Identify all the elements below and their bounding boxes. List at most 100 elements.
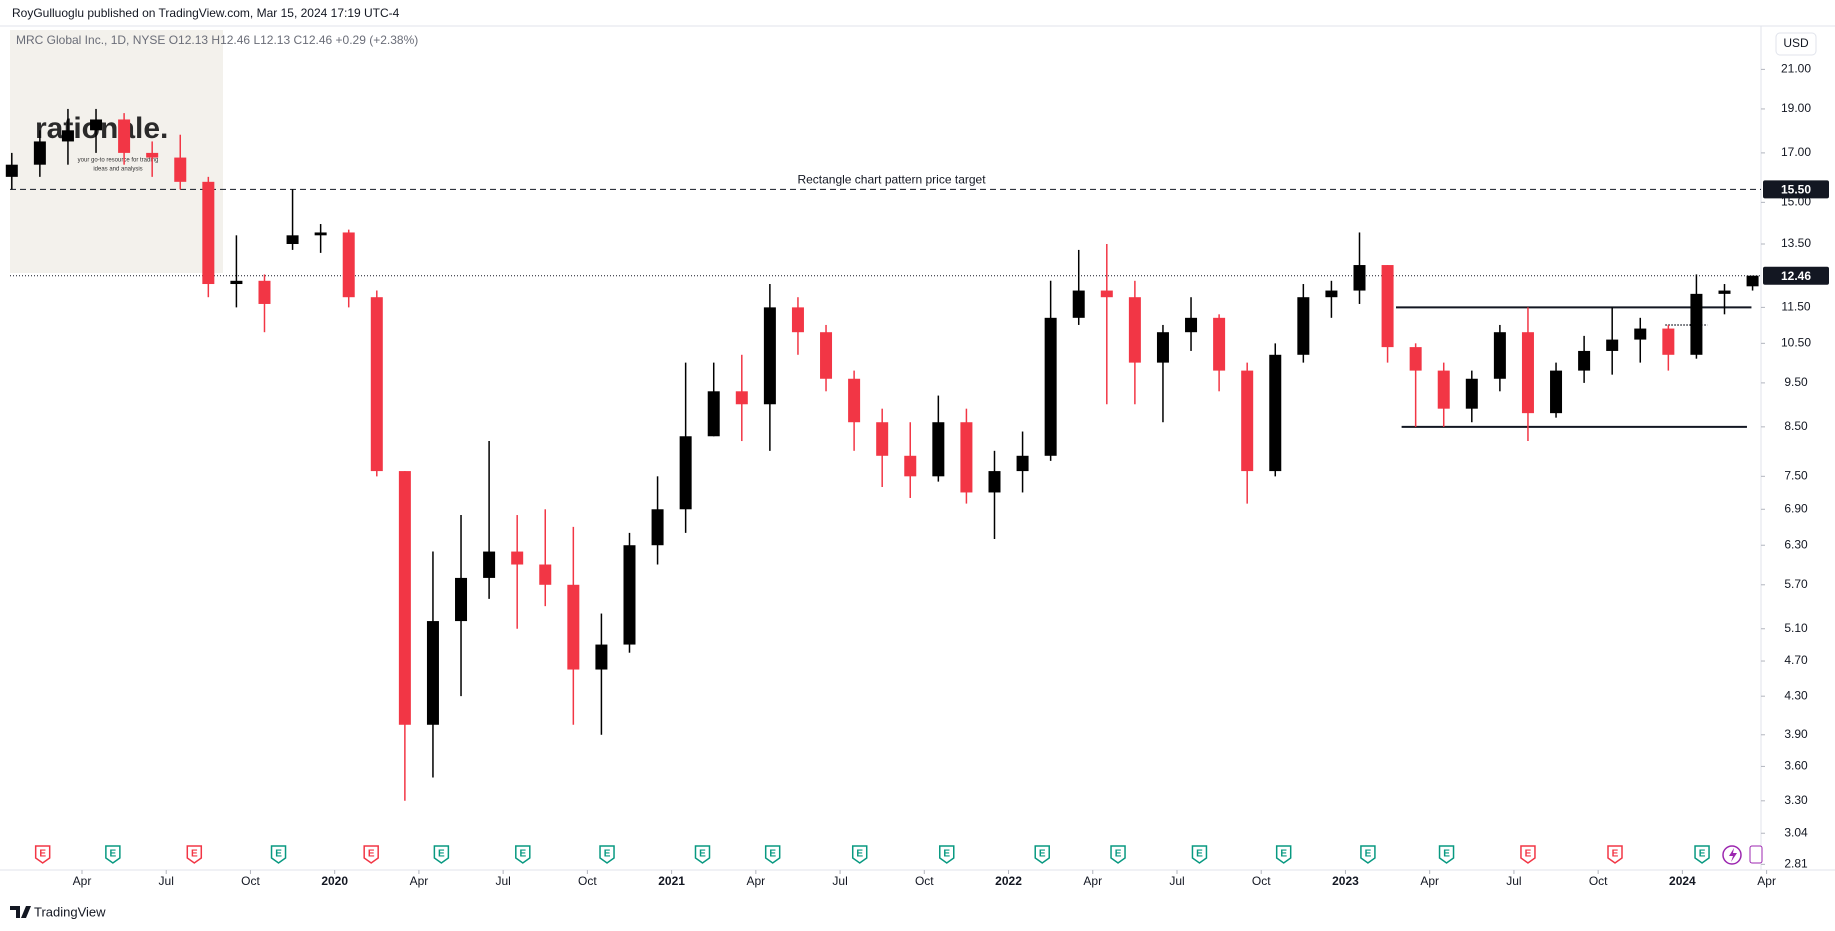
x-tick-label: Apr (746, 874, 765, 888)
earnings-label: E (769, 849, 776, 860)
currency-box[interactable] (1775, 32, 1817, 56)
earnings-marker[interactable] (1607, 845, 1623, 864)
x-tick-label: Apr (1420, 874, 1439, 888)
earnings-marker[interactable] (1360, 845, 1376, 864)
x-tick-label: Oct (1252, 874, 1271, 888)
earnings-label: E (39, 849, 46, 860)
candle-body (1213, 317, 1226, 371)
candle-body (511, 551, 524, 565)
earnings-marker[interactable] (1520, 845, 1536, 864)
candle-body (679, 436, 692, 510)
earnings-marker[interactable] (363, 845, 379, 864)
earnings-marker[interactable] (433, 845, 450, 864)
y-tick-label: 17.00 (1781, 145, 1811, 159)
earnings-marker[interactable] (764, 845, 781, 864)
candle-body (230, 280, 243, 285)
candle-body (1185, 317, 1198, 333)
candle-body (876, 422, 889, 456)
candle-body (455, 577, 468, 622)
candle-body (539, 564, 552, 585)
candle-body (735, 391, 748, 405)
y-tick-label: 2.81 (1784, 857, 1808, 871)
earnings-label: E (856, 849, 863, 860)
candle-body (426, 621, 439, 725)
candle-body (1409, 347, 1422, 371)
earnings-marker[interactable] (1438, 845, 1455, 864)
earnings-label: E (1525, 849, 1532, 860)
x-tick-label: Apr (73, 874, 92, 888)
earnings-marker[interactable] (105, 845, 121, 864)
earnings-label: E (368, 849, 375, 860)
earnings-label: E (519, 849, 526, 860)
earnings-label: E (943, 849, 950, 860)
earnings-marker[interactable] (1034, 845, 1050, 864)
candle-body (932, 422, 945, 477)
watermark-tagline: ideas and analysis (93, 167, 142, 173)
earnings-marker[interactable] (599, 845, 615, 864)
candle-body (314, 232, 327, 236)
candle-body (1578, 350, 1591, 371)
candle-body (1072, 290, 1085, 318)
earnings-label: E (1115, 849, 1122, 860)
earnings-marker[interactable] (694, 845, 711, 864)
candle-body (1550, 370, 1563, 414)
earnings-marker[interactable] (1694, 845, 1710, 864)
candle-body (904, 455, 917, 477)
candle-body (33, 141, 46, 165)
x-tick-label: Oct (915, 874, 934, 888)
event-icon[interactable] (1749, 845, 1763, 864)
candle-body (1381, 265, 1394, 348)
x-tick-label: Oct (241, 874, 260, 888)
candle-body (1156, 332, 1169, 363)
x-tick-label: 2020 (321, 874, 348, 888)
candle-body (1521, 332, 1534, 414)
earnings-label: E (699, 849, 706, 860)
price-label: 12.46 (1781, 269, 1811, 283)
candle-body (1044, 317, 1057, 456)
x-tick-label: Jul (495, 874, 510, 888)
earnings-marker[interactable] (34, 845, 51, 864)
earnings-marker[interactable] (186, 845, 203, 864)
earnings-label: E (1039, 849, 1046, 860)
candle-body (1100, 290, 1113, 298)
y-tick-label: 19.00 (1781, 101, 1811, 115)
y-tick-label: 7.50 (1784, 468, 1808, 482)
earnings-marker[interactable] (270, 845, 287, 864)
candle-body (1662, 328, 1675, 355)
earnings-marker[interactable] (1275, 845, 1292, 864)
x-tick-label: Oct (578, 874, 597, 888)
price-label-box (1763, 266, 1829, 285)
y-tick-label: 5.10 (1784, 621, 1808, 635)
x-tick-label: Apr (1083, 874, 1102, 888)
currency[interactable]: USD (1783, 36, 1809, 50)
candle-body (1718, 290, 1731, 294)
earnings-label: E (1196, 849, 1203, 860)
candle-body (1690, 293, 1703, 355)
candle-body (286, 235, 299, 245)
earnings-marker[interactable] (851, 845, 868, 864)
candle-body (707, 391, 720, 437)
earnings-label: E (1612, 849, 1619, 860)
earnings-marker[interactable] (515, 845, 531, 864)
earnings-marker[interactable] (1110, 845, 1126, 864)
candle-body (791, 307, 804, 333)
earnings-label: E (1280, 849, 1287, 860)
candle-body (258, 280, 271, 304)
y-tick-label: 5.70 (1784, 577, 1808, 591)
earnings-marker[interactable] (1191, 845, 1208, 864)
candle-body (118, 119, 131, 153)
legend: MRC Global Inc., 1D, NYSE O12.13 H12.46 … (16, 33, 418, 47)
candle-body (1353, 265, 1366, 291)
publisher: RoyGulluoglu published on TradingView.co… (12, 6, 400, 20)
earnings-label: E (604, 849, 611, 860)
candle-body (820, 332, 833, 379)
candle-body (1493, 332, 1506, 379)
candle-body (61, 130, 74, 142)
candle-body (202, 181, 215, 285)
candle-body (146, 152, 159, 158)
y-tick-label: 21.00 (1781, 62, 1811, 76)
x-tick-label: 2021 (658, 874, 685, 888)
earnings-marker[interactable] (939, 845, 955, 864)
candle-body (1325, 290, 1338, 298)
